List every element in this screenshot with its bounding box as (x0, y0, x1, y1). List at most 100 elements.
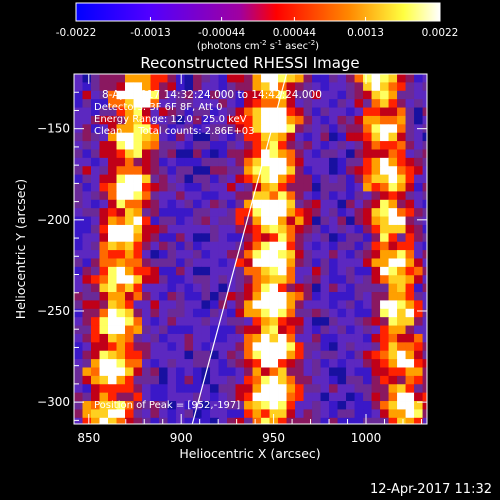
heatmap-cell (371, 124, 381, 134)
heatmap-cell (414, 141, 423, 150)
heatmap-cell (210, 191, 219, 201)
heatmap-cell (167, 166, 177, 176)
heatmap-cell (176, 224, 185, 234)
heatmap-cell (201, 342, 211, 352)
heatmap-cell (159, 392, 168, 402)
heatmap-cell (380, 333, 389, 343)
heatmap-cell (99, 191, 109, 201)
heatmap-cell (235, 367, 245, 377)
heatmap-cell (159, 241, 168, 251)
heatmap-cell (99, 174, 109, 184)
heatmap-cell (286, 359, 296, 368)
heatmap-cell (252, 325, 262, 335)
heatmap-cell (422, 107, 427, 117)
heatmap-cell (218, 250, 228, 259)
heatmap-cell (320, 342, 330, 352)
heatmap-cell (405, 283, 415, 293)
heatmap-cell (371, 107, 381, 117)
heatmap-cell (405, 149, 415, 159)
heatmap-cell (82, 367, 92, 377)
heatmap-cell (227, 359, 236, 368)
heatmap-cell (329, 258, 338, 268)
heatmap-cell (312, 325, 321, 335)
heatmap-cell (201, 183, 211, 192)
heatmap-cell (303, 241, 313, 251)
heatmap-cell (133, 392, 143, 402)
heatmap-cell (184, 258, 194, 268)
heatmap-cell (235, 333, 245, 343)
heatmap-cell (261, 392, 270, 402)
heatmap-cell (91, 224, 100, 234)
heatmap-cell (312, 342, 321, 352)
heatmap-cell (269, 308, 279, 318)
heatmap-cell (99, 82, 109, 92)
heatmap-cell (74, 283, 83, 293)
heatmap-cell (244, 132, 253, 142)
heatmap-cell (269, 90, 279, 100)
heatmap-cell (74, 174, 83, 184)
heatmap-cell (261, 99, 270, 108)
heatmap-cell (303, 359, 313, 368)
heatmap-cell (227, 350, 236, 360)
heatmap-cell (320, 233, 330, 243)
heatmap-cell (201, 375, 211, 385)
heatmap-cell (303, 342, 313, 352)
heatmap-cell (125, 82, 134, 92)
heatmap-cell (184, 115, 194, 125)
heatmap-cell (210, 74, 219, 83)
heatmap-cell (303, 224, 313, 234)
heatmap-cell (312, 224, 321, 234)
heatmap-cell (363, 417, 372, 424)
heatmap-cell (337, 82, 347, 92)
colorbar-tick-label: -0.0013 (130, 27, 171, 39)
heatmap-cell (99, 233, 109, 243)
heatmap-cell (91, 375, 100, 385)
heatmap-cell (261, 333, 270, 343)
heatmap-cell (303, 115, 313, 125)
heatmap-cell (388, 199, 398, 209)
heatmap-cell (269, 367, 279, 377)
heatmap-cell (218, 199, 228, 209)
heatmap-cell (397, 99, 406, 108)
heatmap-cell (278, 157, 287, 167)
heatmap-cell (329, 216, 338, 226)
heatmap-cell (269, 384, 279, 394)
heatmap-cell (133, 132, 143, 142)
heatmap-cell (108, 224, 117, 234)
heatmap-cell (193, 417, 202, 424)
heatmap-cell (218, 384, 228, 394)
heatmap-cell (303, 132, 313, 142)
heatmap-cell (286, 333, 296, 343)
heatmap-cell (142, 82, 151, 92)
heatmap-cell (405, 384, 415, 394)
heatmap-cell (244, 401, 253, 410)
heatmap-cell (286, 183, 296, 192)
heatmap-cell (99, 183, 109, 192)
heatmap-cell (227, 292, 236, 301)
heatmap-cell (210, 292, 219, 301)
heatmap-cell (176, 258, 185, 268)
heatmap-cell (176, 149, 185, 159)
heatmap-cell (201, 283, 211, 293)
heatmap-cell (159, 166, 168, 176)
heatmap-cell (218, 208, 228, 217)
heatmap-cell (337, 241, 347, 251)
heatmap-cell (354, 325, 364, 335)
heatmap-cell (354, 333, 364, 343)
heatmap-cell (405, 124, 415, 134)
heatmap-cell (108, 359, 117, 368)
heatmap-cell (397, 191, 406, 201)
heatmap-cell (201, 107, 211, 117)
heatmap-cell (176, 157, 185, 167)
heatmap-cell (142, 409, 151, 419)
heatmap-cell (82, 258, 92, 268)
heatmap-cell (380, 384, 389, 394)
heatmap-cell (405, 375, 415, 385)
heatmap-cell (116, 359, 126, 368)
heatmap-cell (201, 124, 211, 134)
heatmap-cell (82, 409, 92, 419)
heatmap-cell (320, 199, 330, 209)
heatmap-cell (261, 208, 270, 217)
heatmap-cell (235, 317, 245, 326)
